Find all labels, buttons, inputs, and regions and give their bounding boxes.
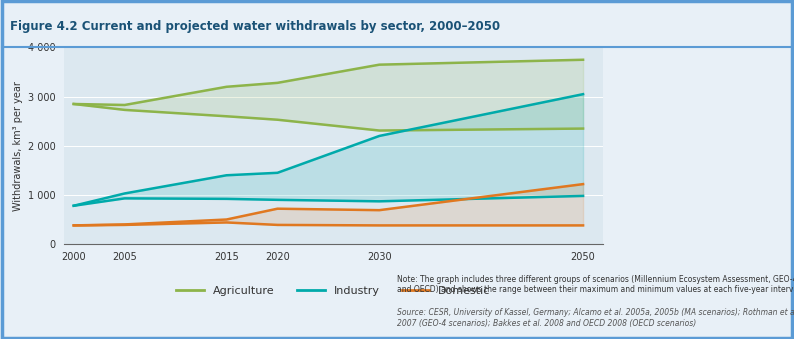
Text: Note: The graph includes three different groups of scenarios (Millennium Ecosyst: Note: The graph includes three different… [397, 275, 794, 294]
Text: Source: CESR, University of Kassel, Germany; Alcamo et al. 2005a, 2005b (MA scen: Source: CESR, University of Kassel, Germ… [397, 308, 794, 328]
Text: Figure 4.2 Current and projected water withdrawals by sector, 2000–2050: Figure 4.2 Current and projected water w… [10, 20, 499, 33]
Y-axis label: Withdrawals, km³ per year: Withdrawals, km³ per year [13, 81, 22, 211]
Legend: Agriculture, Industry, Domestic: Agriculture, Industry, Domestic [172, 281, 495, 300]
